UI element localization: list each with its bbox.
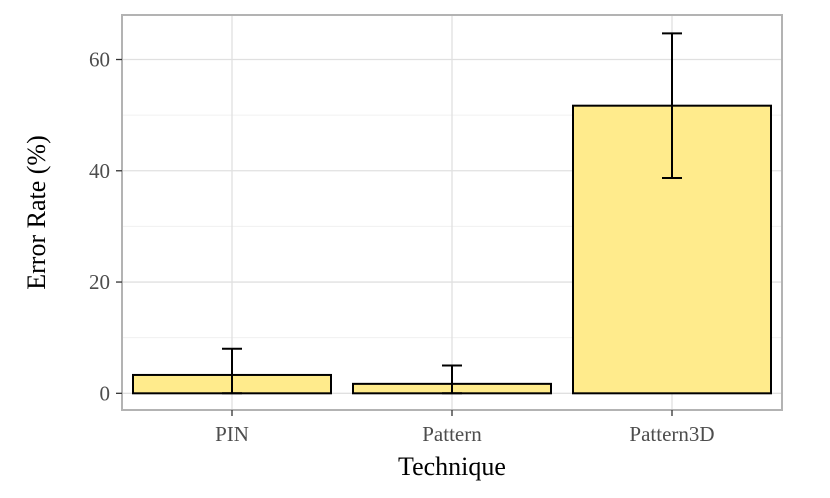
error-bar-pattern: [442, 364, 462, 395]
error-bars: [222, 32, 682, 395]
x-tick-label: Pattern: [422, 422, 482, 446]
y-axis-tick-labels: 0 20 40 60: [89, 48, 110, 406]
y-tick-label: 60: [89, 48, 110, 72]
error-bar-pattern3d: [662, 32, 682, 180]
y-tick-label: 0: [100, 381, 111, 405]
y-tick-label: 20: [89, 270, 110, 294]
x-tick-label: PIN: [215, 422, 249, 446]
tick-marks: [116, 58, 673, 416]
x-axis-tick-labels: PIN Pattern Pattern3D: [215, 422, 715, 446]
error-bar-pin: [222, 347, 242, 395]
y-tick-label: 40: [89, 159, 110, 183]
x-axis-title: Technique: [398, 452, 506, 481]
x-tick-label: Pattern3D: [629, 422, 714, 446]
y-axis-title: Error Rate (%): [22, 135, 51, 289]
